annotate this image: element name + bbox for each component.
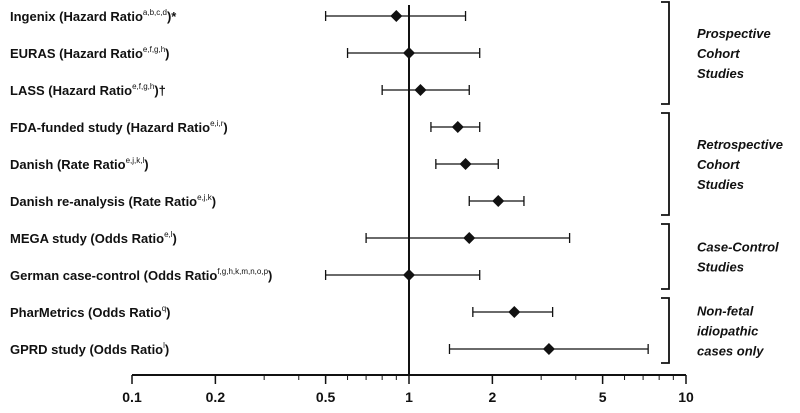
- x-tick-label: 5: [599, 389, 607, 405]
- estimate-diamond: [508, 306, 521, 318]
- x-tick-label: 10: [678, 389, 694, 405]
- estimate-diamond: [463, 232, 476, 244]
- estimate-diamond: [403, 47, 415, 59]
- study-label: MEGA study (Odds Ratioe,l): [10, 230, 177, 246]
- group-label: Non-fetal: [697, 304, 754, 319]
- x-tick-label: 0.2: [206, 389, 226, 405]
- group-label: cases only: [697, 344, 764, 359]
- group-bracket: [661, 1, 670, 105]
- study-label: LASS (Hazard Ratioe,f,g,h)†: [10, 82, 166, 98]
- group-bracket: [661, 297, 670, 364]
- x-tick-label: 2: [488, 389, 496, 405]
- estimate-diamond: [414, 84, 427, 96]
- group-bracket: [661, 223, 670, 290]
- group-label: Retrospective: [697, 137, 783, 152]
- x-tick-label: 0.5: [316, 389, 336, 405]
- estimate-diamond: [542, 343, 555, 355]
- study-label: GPRD study (Odds Ratiol): [10, 341, 169, 357]
- study-label: EURAS (Hazard Ratioe,f,g,h): [10, 45, 170, 61]
- x-tick-label: 1: [405, 389, 413, 405]
- study-label: PharMetrics (Odds Ratioq): [10, 304, 171, 320]
- group-label: Cohort: [697, 157, 740, 172]
- study-label: Ingenix (Hazard Ratioa,b,c,d)*: [10, 8, 177, 24]
- group-label: Cohort: [697, 46, 740, 61]
- group-bracket: [661, 112, 670, 216]
- estimate-diamond: [403, 269, 415, 281]
- group-label: Studies: [697, 260, 744, 275]
- x-tick-label: 0.1: [122, 389, 142, 405]
- estimate-diamond: [492, 195, 505, 207]
- study-label: German case-control (Odds Ratiof,g,h,k,m…: [10, 267, 272, 283]
- group-label: Case-Control: [697, 240, 779, 255]
- estimate-diamond: [451, 121, 464, 133]
- study-label: Danish re-analysis (Rate Ratioe,j,k): [10, 193, 216, 209]
- study-label: FDA-funded study (Hazard Ratioe,i,r): [10, 119, 228, 135]
- estimate-diamond: [459, 158, 472, 170]
- group-label: Studies: [697, 66, 744, 81]
- group-label: Studies: [697, 177, 744, 192]
- study-label: Danish (Rate Ratioe,j,k,l): [10, 156, 149, 172]
- estimate-diamond: [390, 10, 403, 22]
- group-label: idiopathic: [697, 324, 759, 339]
- group-label: Prospective: [697, 26, 771, 41]
